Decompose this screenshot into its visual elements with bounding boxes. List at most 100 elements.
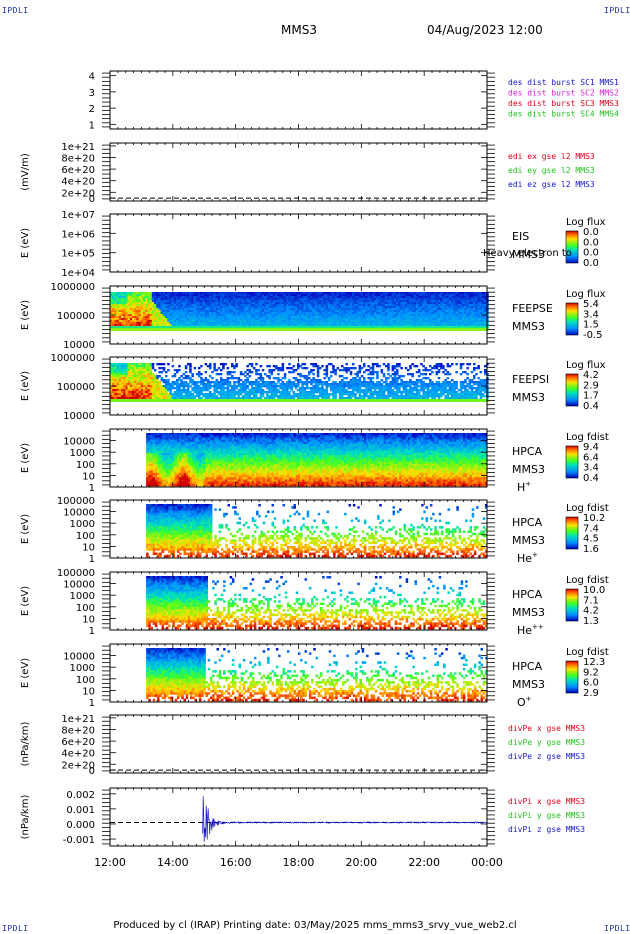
heatmap-cell (235, 381, 238, 384)
heatmap-cell (431, 306, 434, 309)
heatmap-cell (347, 306, 351, 309)
heatmap-cell (389, 308, 392, 311)
heatmap-cell (473, 324, 476, 327)
heatmap-cell (435, 312, 439, 315)
heatmap-cell (134, 383, 137, 386)
heatmap-cell (158, 324, 161, 327)
heatmap-cell (435, 304, 439, 307)
heatmap-cell (404, 314, 408, 317)
heatmap-cell (110, 322, 113, 325)
heatmap-cell (349, 302, 353, 305)
heatmap-cell (149, 377, 153, 380)
heatmap-cell (182, 306, 186, 309)
heatmap-cell (118, 365, 122, 368)
heatmap-cell (411, 314, 414, 317)
heatmap-cell (143, 363, 146, 366)
heatmap-cell (184, 308, 188, 311)
heatmap-cell (268, 326, 271, 328)
heatmap-cell (134, 322, 137, 325)
heatmap-cell (138, 387, 142, 390)
heatmap-cell (143, 316, 146, 319)
heatmap-cell (151, 381, 155, 384)
heatmap-cell (140, 306, 144, 309)
heatmap-cell (444, 308, 447, 311)
heatmap-cell (246, 369, 249, 372)
y-tick-label: 100000 (57, 311, 95, 322)
heatmap-cell (248, 371, 252, 374)
heatmap-cell (239, 300, 243, 303)
heatmap-cell (145, 322, 148, 325)
heatmap-cell (420, 304, 423, 307)
heatmap-cell (404, 312, 408, 315)
heatmap-cell (466, 292, 469, 295)
heatmap-cell (123, 312, 126, 315)
heatmap-cell (213, 328, 216, 331)
heatmap-cell (413, 292, 417, 295)
heatmap-cell (270, 328, 274, 331)
heatmap-cell (191, 308, 194, 311)
heatmap-cell (145, 369, 148, 372)
heatmap-cell (253, 310, 256, 313)
heatmap-cell (233, 391, 236, 394)
heatmap-cell (132, 294, 135, 297)
heatmap-cell (235, 397, 238, 400)
heatmap-cell (334, 312, 337, 315)
heatmap-cell (237, 381, 241, 384)
heatmap-cell (118, 316, 122, 319)
heatmap-cell (114, 395, 117, 398)
heatmap-cell (235, 328, 238, 331)
heatmap-cell (402, 294, 406, 297)
heatmap-cell (363, 306, 366, 309)
heatmap-cell (134, 371, 137, 374)
heatmap-cell (433, 328, 436, 331)
heatmap-cell (127, 296, 131, 299)
heatmap-cell (198, 320, 201, 323)
heatmap-cell (363, 320, 366, 323)
heatmap-cell (184, 377, 188, 380)
heatmap-cell (319, 308, 322, 311)
heatmap-cell (396, 298, 399, 301)
heatmap-cell (134, 300, 137, 303)
heatmap-cell (134, 312, 137, 315)
heatmap-cell (171, 324, 175, 327)
heatmap-cell (244, 310, 247, 313)
heatmap-cell (233, 365, 236, 368)
heatmap-cell (440, 298, 443, 301)
heatmap-cell (319, 324, 322, 327)
heatmap-cell (468, 302, 472, 305)
heatmap-cell (257, 312, 260, 315)
heatmap-cell (202, 387, 205, 390)
heatmap-cell (169, 292, 172, 295)
heatmap-cell (110, 306, 113, 309)
heatmap-cell (151, 324, 155, 327)
heatmap-cell (330, 314, 333, 317)
heatmap-cell (134, 397, 137, 400)
heatmap-cell (211, 294, 214, 297)
heatmap-cell (257, 292, 260, 295)
heatmap-cell (453, 318, 456, 321)
heatmap-cell (112, 292, 115, 295)
heatmap-cell (341, 308, 344, 311)
heatmap-cell (308, 312, 311, 315)
heatmap-cell (451, 316, 454, 319)
heatmap-cell (356, 326, 359, 328)
heatmap-cell (143, 324, 146, 327)
heatmap-cell (327, 310, 331, 313)
heatmap-cell (246, 310, 249, 313)
heatmap-cell (440, 324, 443, 327)
heatmap-cell (294, 300, 298, 303)
heatmap-cell (237, 377, 241, 380)
heatmap-cell (187, 385, 190, 388)
heatmap-cell (118, 314, 122, 317)
heatmap-cell (167, 385, 170, 388)
heatmap-cell (391, 292, 395, 295)
heatmap-cell (195, 296, 199, 299)
heatmap-cell (127, 314, 131, 317)
heatmap-cell (303, 320, 307, 323)
heatmap-cell (224, 298, 227, 301)
heatmap-cell (266, 292, 269, 295)
heatmap-cell (158, 302, 161, 305)
heatmap-cell (376, 316, 379, 319)
heatmap-cell (151, 298, 155, 301)
heatmap-cell (151, 328, 155, 331)
